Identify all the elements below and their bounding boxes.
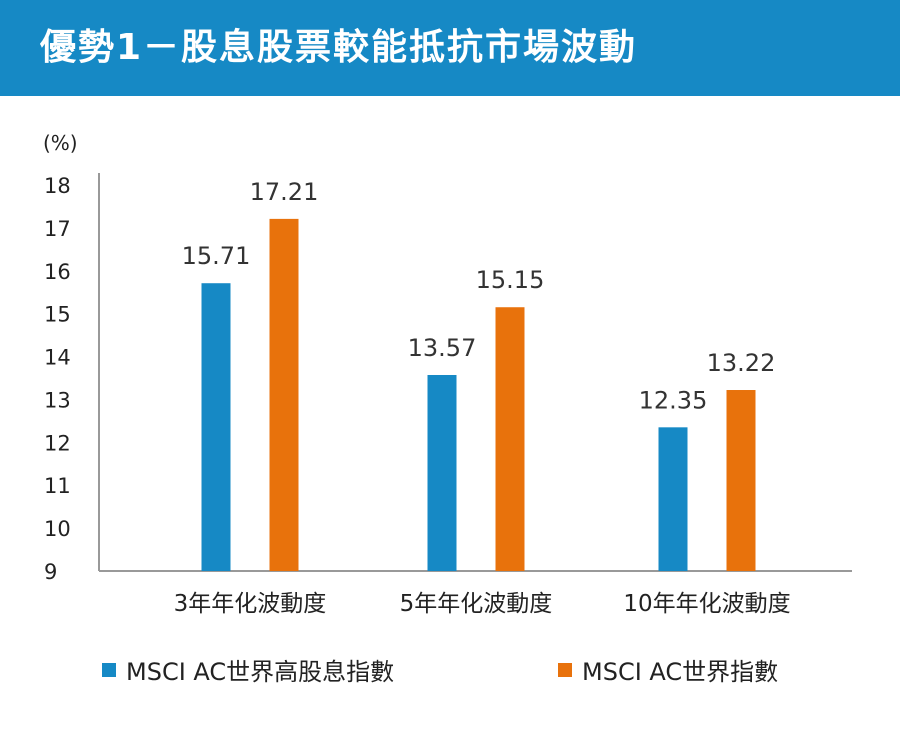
- y-tick-label: 16: [44, 260, 71, 284]
- data-label: 17.21: [250, 178, 319, 206]
- x-category-label: 5年年化波動度: [400, 591, 553, 617]
- y-tick-label: 9: [44, 560, 57, 584]
- data-label: 15.15: [476, 266, 545, 294]
- legend-item-world-index: MSCI AC世界指數: [558, 652, 778, 687]
- bar-chart: (%) 9 10 11 12 13 14 15 16 17 18 15.71 17.21 3年年化波動度 1…: [43, 131, 852, 617]
- x-category-label: 10年年化波動度: [623, 591, 790, 617]
- legend-swatch-high-dividend: [102, 662, 116, 677]
- legend-item-high-dividend: MSCI AC世界高股息指數: [102, 652, 394, 687]
- chart-title: 優勢1－股息股票較能抵抗市場波動: [40, 27, 638, 68]
- y-tick-label: 12: [44, 431, 71, 455]
- data-label: 13.57: [408, 334, 477, 362]
- y-tick-label: 15: [44, 303, 71, 327]
- title-banner: 優勢1－股息股票較能抵抗市場波動: [0, 0, 900, 96]
- bar-high-dividend: [201, 283, 231, 571]
- data-label: 15.71: [182, 242, 251, 270]
- y-tick-label: 17: [44, 217, 71, 241]
- legend-swatch-world-index: [558, 662, 572, 677]
- bar-world-index: [269, 218, 299, 571]
- y-tick-label: 14: [44, 346, 71, 370]
- bar-high-dividend: [658, 427, 688, 571]
- y-tick-label: 11: [44, 474, 71, 498]
- bar-world-index: [495, 307, 525, 571]
- y-tick-label: 18: [44, 174, 71, 198]
- y-tick-label: 10: [44, 517, 71, 541]
- y-unit-label: (%): [43, 131, 78, 155]
- legend-label-world-index: MSCI AC世界指數: [582, 658, 779, 686]
- legend-label-high-dividend: MSCI AC世界高股息指數: [126, 658, 395, 686]
- bar-high-dividend: [427, 374, 457, 571]
- y-tick-label: 13: [44, 388, 71, 412]
- data-label: 13.22: [707, 349, 776, 377]
- data-label: 12.35: [639, 386, 708, 414]
- x-category-label: 3年年化波動度: [174, 591, 327, 617]
- bar-world-index: [726, 390, 756, 571]
